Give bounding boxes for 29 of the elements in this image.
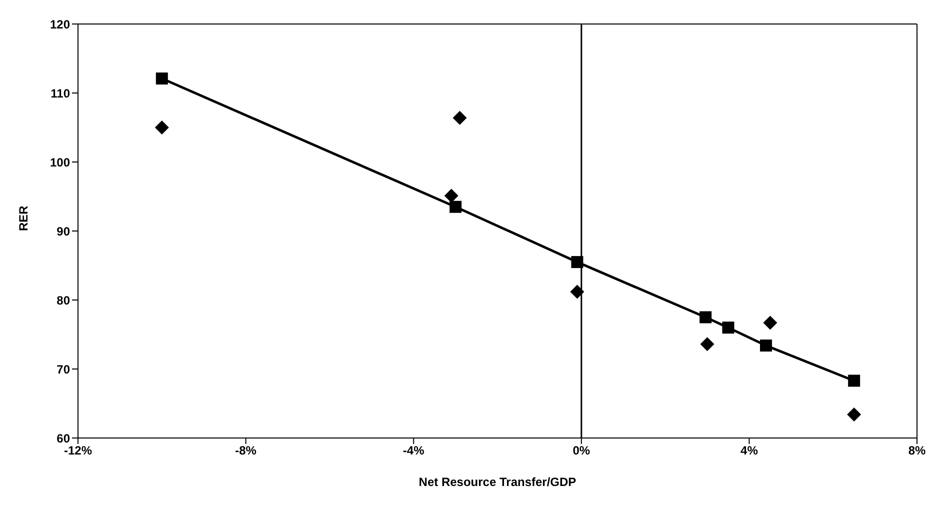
x-axis-title: Net Resource Transfer/GDP [418, 475, 576, 489]
point [450, 200, 462, 213]
point [444, 188, 458, 203]
x-tick-label: -12% [64, 444, 92, 458]
x-tick-label: -4% [402, 444, 425, 458]
x-tick-label: 0% [572, 444, 590, 458]
y-tick-label: 100 [50, 155, 70, 170]
x-tick-label: 4% [740, 444, 758, 458]
point [848, 374, 860, 387]
y-tick-label: 60 [56, 431, 70, 446]
point [847, 408, 862, 422]
point [700, 337, 714, 352]
y-tick-label: 70 [56, 362, 70, 376]
point [154, 120, 169, 134]
point [452, 110, 467, 125]
point [570, 284, 584, 299]
point [156, 72, 168, 85]
point [722, 322, 734, 334]
y-tick-label: 110 [50, 86, 70, 100]
point [763, 316, 778, 330]
point [700, 311, 712, 324]
y-tick-label: 90 [56, 224, 70, 238]
y-tick-label: 120 [50, 17, 70, 32]
x-tick-label: 8% [908, 444, 926, 458]
y-axis-title: RER [16, 205, 30, 231]
point [571, 256, 584, 268]
point [760, 340, 772, 352]
x-tick-label: -8% [235, 444, 257, 458]
y-tick-label: 80 [56, 293, 70, 308]
